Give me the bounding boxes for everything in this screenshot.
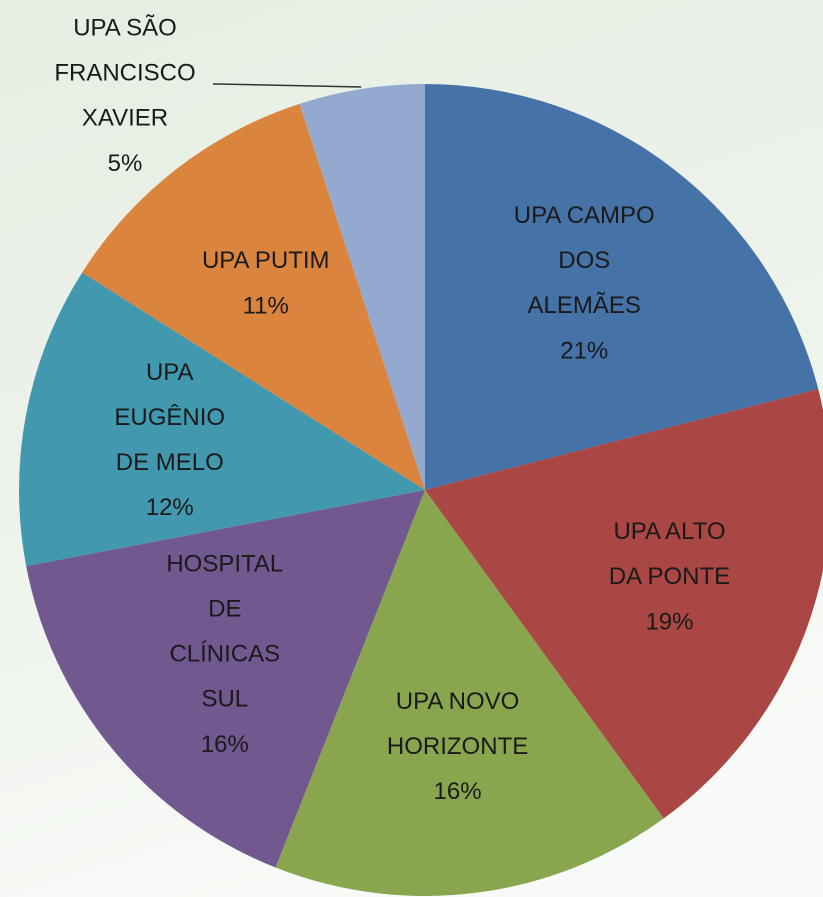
slice-label: UPA PUTIM — [202, 248, 330, 275]
slice-label: UPA EUGÊNIO DE MELO — [114, 359, 225, 476]
slice-label: UPA NOVO HORIZONTE — [387, 688, 528, 760]
leader-line — [213, 83, 362, 88]
slice-value-label: 16% — [434, 778, 482, 805]
slice-value-label: 19% — [645, 608, 693, 635]
slice-value-label: 11% — [243, 293, 289, 320]
pie-slice — [18, 272, 425, 567]
pie-slice — [425, 84, 819, 490]
pie-slice — [425, 389, 823, 819]
slice-value-label: 16% — [201, 731, 249, 758]
slice-value-label: 5% — [108, 150, 143, 177]
pie-slice — [299, 84, 425, 490]
pie-slice — [82, 103, 425, 490]
pie-slice — [275, 490, 664, 896]
slice-value-label: 21% — [560, 338, 608, 365]
slice-label: UPA CAMPO DOS ALEMÃES — [514, 203, 655, 320]
slice-label: UPA ALTO DA PONTE — [609, 518, 730, 590]
pie-slice — [26, 490, 425, 868]
slice-label: HOSPITAL DE CLÍNICAS SUL — [166, 551, 283, 713]
slice-label: UPA SÃO FRANCISCO XAVIER — [54, 15, 195, 132]
slice-value-label: 12% — [146, 494, 194, 521]
